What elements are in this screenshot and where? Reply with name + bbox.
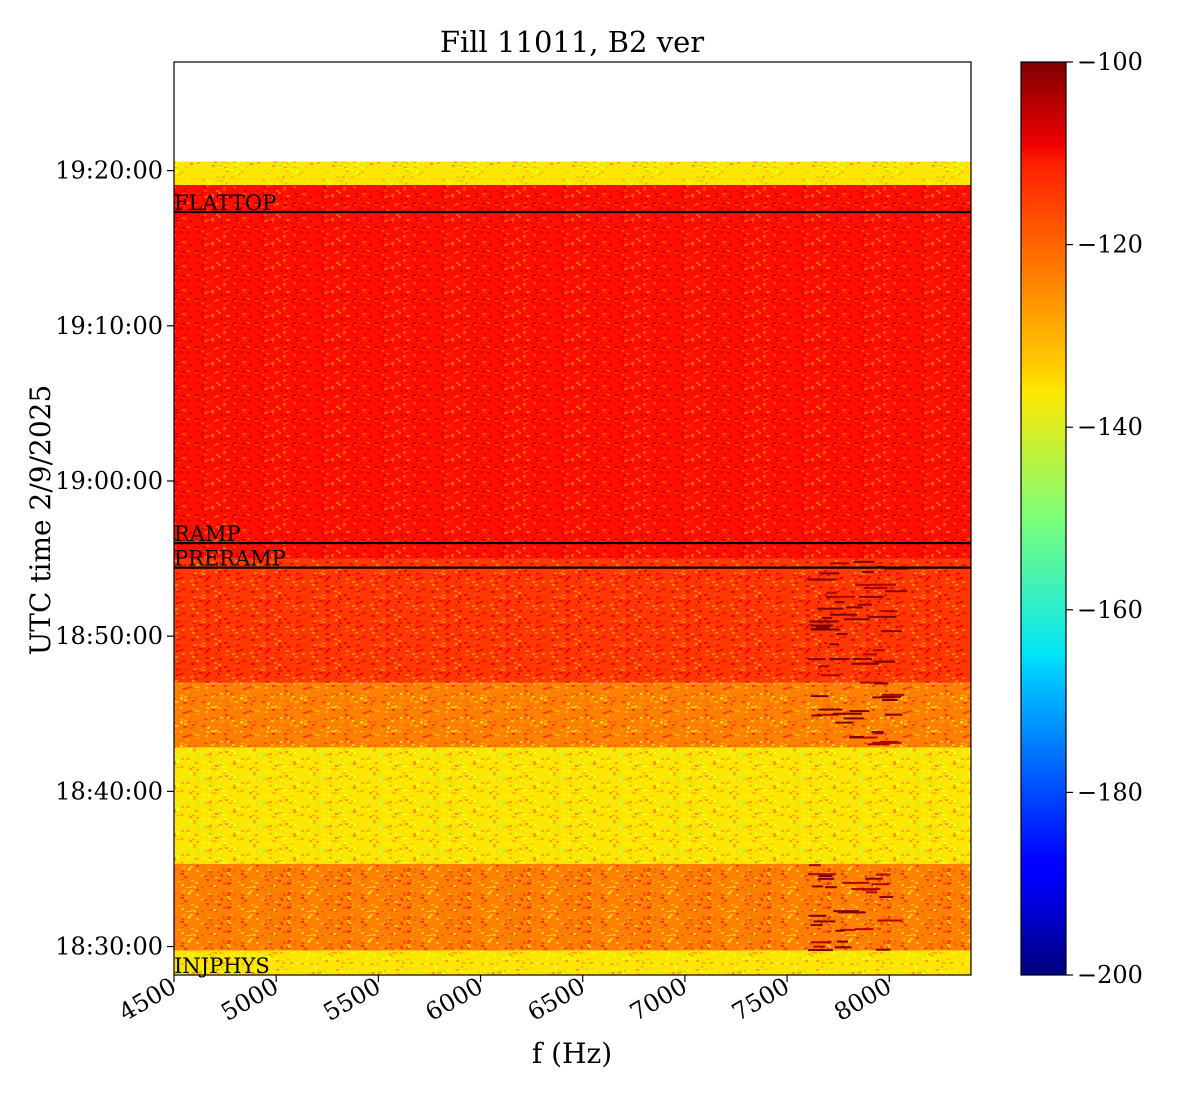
colorbar: −100 −120 −140 −160 −180 −200 (1020, 48, 1143, 989)
spectrogram-band (174, 558, 971, 683)
y-tick-label: 18:50:00 (55, 622, 163, 650)
y-axis: 18:30:00 18:40:00 18:50:00 19:00:00 19:10:00… (55, 157, 174, 961)
y-tick-label: 19:20:00 (55, 157, 163, 185)
spectrogram-band (174, 747, 971, 864)
x-tick-label: 6500 (523, 972, 590, 1027)
marker-label: FLATTOP (174, 191, 276, 215)
spectrogram-hot-spot (807, 560, 909, 746)
y-tick-label: 18:40:00 (55, 777, 163, 805)
y-tick-label: 19:10:00 (55, 312, 163, 340)
y-tick-label: 19:00:00 (55, 467, 163, 495)
marker-label: INJPHYS (174, 954, 270, 978)
y-tick-label: 18:30:00 (55, 933, 163, 961)
chart-title: Fill 11011, B2 ver (440, 25, 704, 59)
x-tick-label: 7000 (625, 972, 692, 1027)
colorbar-gradient (1020, 61, 1067, 976)
x-tick-label: 7500 (727, 972, 794, 1027)
colorbar-tick-label: −200 (1077, 961, 1143, 989)
marker-label: RAMP (174, 522, 241, 546)
colorbar-tick-label: −120 (1077, 231, 1143, 259)
x-tick-label: 5500 (318, 972, 385, 1027)
x-tick-label: 5000 (216, 972, 283, 1027)
spectrogram-hot-spot (807, 864, 903, 952)
x-tick-label: 4500 (114, 972, 181, 1027)
x-axis: 4500 5000 5500 6000 6500 7000 7500 8000 (114, 972, 896, 1027)
spectrogram-band (174, 863, 971, 951)
marker-label: PRERAMP (174, 547, 286, 571)
x-axis-label: f (Hz) (532, 1037, 612, 1070)
colorbar-tick-label: −140 (1077, 413, 1143, 441)
plot-frame (173, 61, 972, 976)
spectrogram-band (174, 161, 971, 185)
colorbar-tick-label: −180 (1077, 778, 1143, 806)
colorbar-tick-label: −160 (1077, 596, 1143, 624)
spectrogram-band (174, 950, 971, 975)
y-axis-label: UTC time 2/9/2025 (24, 385, 57, 656)
x-tick-label: 6000 (421, 972, 488, 1027)
spectrogram-band (174, 184, 971, 559)
x-tick-label: 8000 (829, 972, 896, 1027)
colorbar-tick-label: −100 (1077, 48, 1143, 76)
